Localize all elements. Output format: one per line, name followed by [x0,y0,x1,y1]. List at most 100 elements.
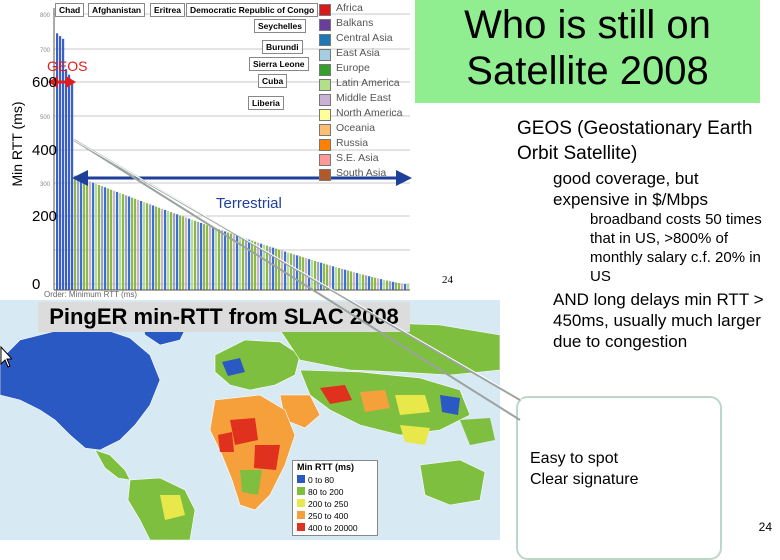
chart-bar [362,274,365,290]
chart-bar [200,222,203,290]
callout-text: Easy to spot Clear signature [530,448,639,490]
chart-bar [287,252,290,290]
map-legend-label: 250 to 400 [308,511,349,521]
legend-item: South Asia [317,167,415,182]
chart-bar [65,69,68,290]
chart-bar [284,251,287,290]
legend-item: Latin America [317,77,415,92]
chart-bar [380,279,383,290]
small-tick-700: 700 [40,48,51,54]
chart-bar [59,36,62,290]
legend-label: North America [336,107,403,119]
y-tick-600: 600 [32,74,58,91]
small-tick-500: 500 [40,115,51,121]
country-tag-eritrea: Eritrea [150,3,185,17]
chart-bar [191,219,194,290]
south-america-shape [127,477,196,540]
terrestrial-label: Terrestrial [216,195,282,212]
chart-bar [170,212,173,290]
legend-swatch [319,4,331,16]
chart-bar [389,281,392,290]
legend-label: Latin America [336,77,400,89]
chart-bar [125,195,128,290]
chart-bar [68,74,71,290]
legend-item: Oceania [317,122,415,137]
chart-bar [353,272,356,290]
chart-bar [335,267,338,290]
chart-bar [173,213,176,290]
chart-bar [347,270,350,290]
chart-bar [185,217,188,290]
chart-bar [77,176,80,290]
legend-swatch [319,34,331,46]
chart-bar [398,283,401,290]
country-tag-liberia: Liberia [248,96,284,110]
legend-swatch [319,19,331,31]
legend-item: Europe [317,62,415,77]
chart-bar [107,188,110,290]
map-legend-title: Min RTT (ms) [297,462,354,472]
chart-bar [242,237,245,290]
terrestrial-arrow [72,170,412,186]
chart-bar [62,38,65,291]
mouse-cursor-icon [0,346,12,368]
legend-label: Oceania [336,122,376,134]
callout-pointer [73,139,521,421]
country-tag-sierra-leone: Sierra Leone [249,57,309,71]
chart-bar [407,284,410,290]
chart-bar [119,193,122,290]
chart-bar [215,228,218,290]
slide-title: Who is still on Satellite 2008 [464,3,711,93]
legend-label: Middle East [336,92,391,104]
page-number-small: 24 [442,274,453,286]
map-legend-label: 80 to 200 [308,487,344,497]
chart-bar [404,284,407,290]
chart-bar [356,273,359,290]
chart-bar [104,187,107,290]
chart-bar [221,230,224,290]
legend-item: Middle East [317,92,415,107]
legend-item: S.E. Asia [317,152,415,167]
map-legend-item: 250 to 400 [297,511,348,521]
chart-bar [383,279,386,290]
chart-bar [158,207,161,290]
world-map-graphic [0,300,500,540]
chart-bar [233,234,236,290]
map-legend-label: 400 to 20000 [308,523,358,533]
chart-bar [137,199,140,290]
callout-line-2: Clear signature [530,471,639,488]
chart-bar [374,277,377,290]
broadband-cost-text: broadband costs 50 times that in US, >80… [590,211,762,285]
chart-bar [71,80,74,291]
australia-shape [419,459,486,506]
chart-bar [152,205,155,290]
map-legend-item: 400 to 20000 [297,523,358,533]
chart-bar [365,275,368,290]
chart-bar [248,239,251,290]
chart-bar [197,221,200,290]
legend-label: Russia [336,137,369,149]
chart-bar [56,33,59,290]
chart-bar [206,225,209,290]
chart-bar [350,271,353,290]
rtt-bar-chart: 800 700 500 300 Order: Minimum RTT (ms) [0,0,415,300]
chart-x-label: Order: Minimum RTT (ms) [44,290,137,299]
chart-bar [113,190,116,290]
chart-bar [224,231,227,290]
chart-bar [194,220,197,290]
chart-bar [179,215,182,290]
chart-bar [74,175,77,290]
chart-bar [110,189,113,290]
chart-bar [164,209,167,290]
chart-bar [227,232,230,290]
map-legend-item: 0 to 80 [297,475,334,485]
chart-bar [131,197,134,290]
chart-bar [263,244,266,290]
legend-swatch [297,487,305,495]
chart-bar [86,180,89,290]
legend-swatch [319,49,331,61]
legend-item: North America [317,107,415,122]
legend-swatch [297,511,305,519]
rtt-chart: 800 700 500 300 Order: Minimum RTT (ms) … [0,0,415,300]
chart-bar [395,282,398,290]
